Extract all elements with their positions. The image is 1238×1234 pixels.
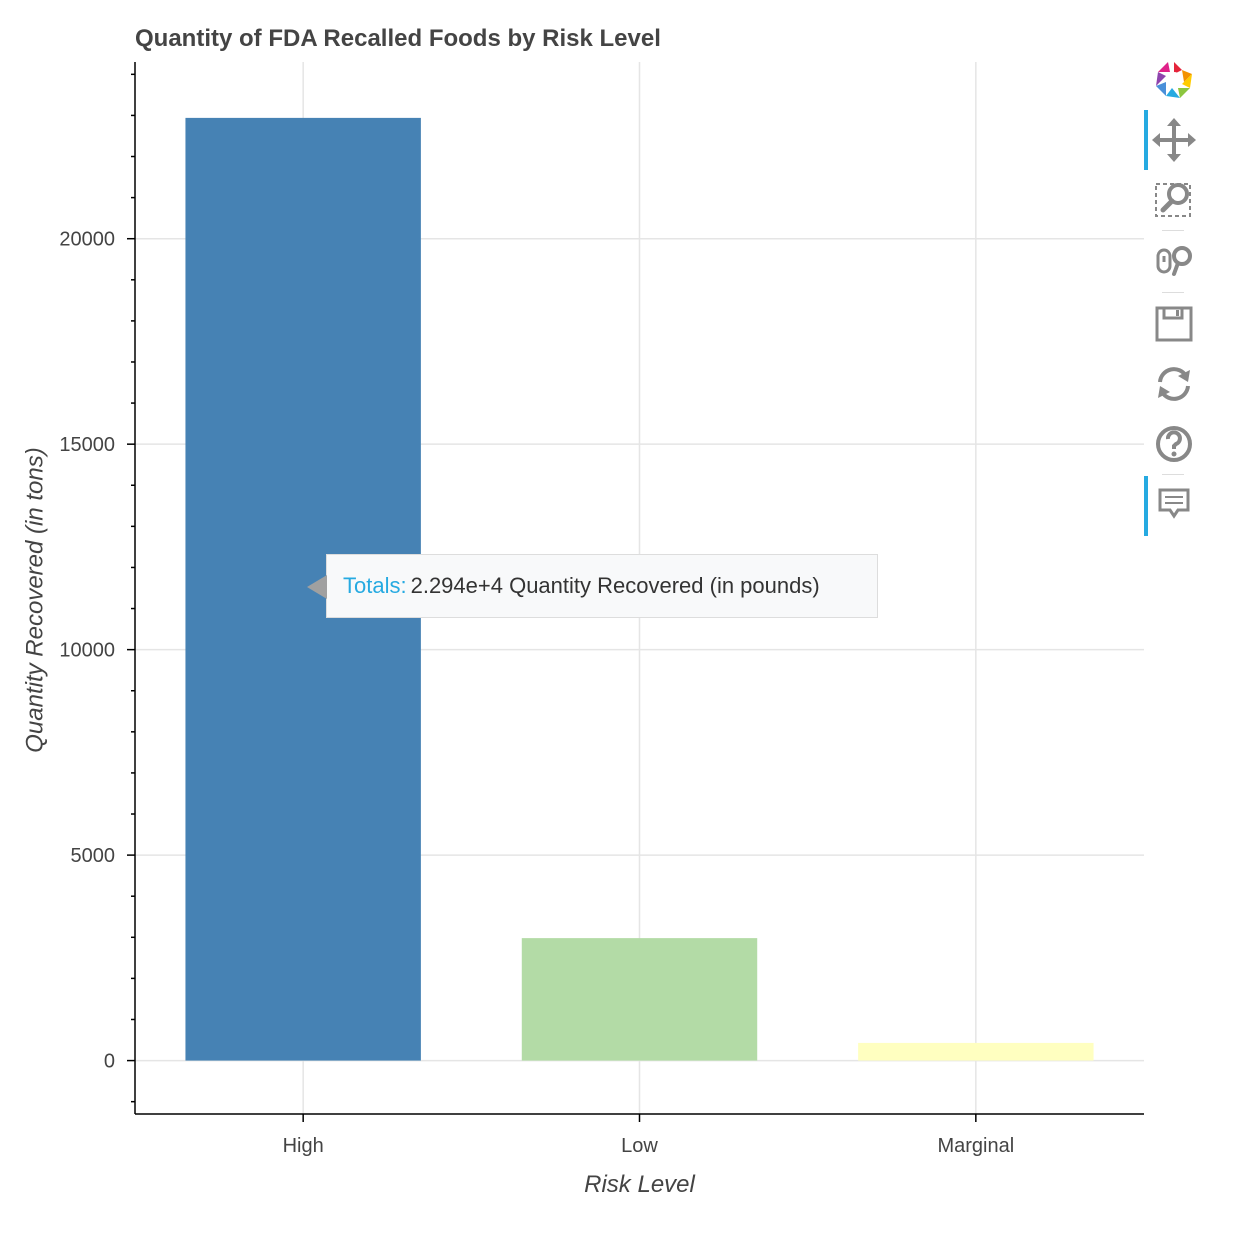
- y-tick-label: 0: [104, 1051, 115, 1073]
- toolbar-separator: [1162, 474, 1184, 475]
- reset-icon[interactable]: [1150, 360, 1198, 408]
- hover-icon[interactable]: [1150, 480, 1198, 528]
- toolbar-separator: [1162, 230, 1184, 231]
- hover-tooltip: Totals: 2.294e+4 Quantity Recovered (in …: [307, 554, 878, 618]
- y-tick-label: 10000: [59, 640, 115, 662]
- bar-low[interactable]: [521, 938, 758, 1061]
- tooltip-label: Totals:: [343, 573, 407, 598]
- y-tick-label: 20000: [59, 229, 115, 251]
- pan-icon[interactable]: [1150, 116, 1198, 164]
- bokeh-logo-icon[interactable]: [1150, 56, 1198, 104]
- y-tick-label: 5000: [71, 845, 116, 867]
- chart-title: Quantity of FDA Recalled Foods by Risk L…: [135, 25, 661, 52]
- x-tick-label: Low: [621, 1135, 658, 1157]
- toolbar-separator: [1162, 292, 1184, 293]
- x-tick-label: High: [283, 1135, 324, 1157]
- y-axis-title: Quantity Recovered (in tons): [21, 447, 48, 752]
- tooltip-arrow: [307, 575, 327, 599]
- help-icon[interactable]: [1150, 420, 1198, 468]
- tooltip-value: 2.294e+4 Quantity Recovered (in pounds): [410, 573, 820, 598]
- axes: 0 5000 10000 15000 20000 High Low Marginal: [59, 62, 1144, 1157]
- save-icon[interactable]: [1150, 300, 1198, 348]
- bar-marginal[interactable]: [858, 1042, 1094, 1061]
- pan-active-indicator: [1144, 110, 1148, 170]
- x-tick-label: Marginal: [937, 1135, 1014, 1157]
- wheel-zoom-icon[interactable]: [1150, 238, 1198, 286]
- hover-active-indicator: [1144, 476, 1148, 536]
- chart-toolbar: [1144, 52, 1204, 542]
- box-zoom-icon[interactable]: [1150, 176, 1198, 224]
- x-axis-title: Risk Level: [584, 1171, 695, 1198]
- y-tick-label: 15000: [59, 434, 115, 456]
